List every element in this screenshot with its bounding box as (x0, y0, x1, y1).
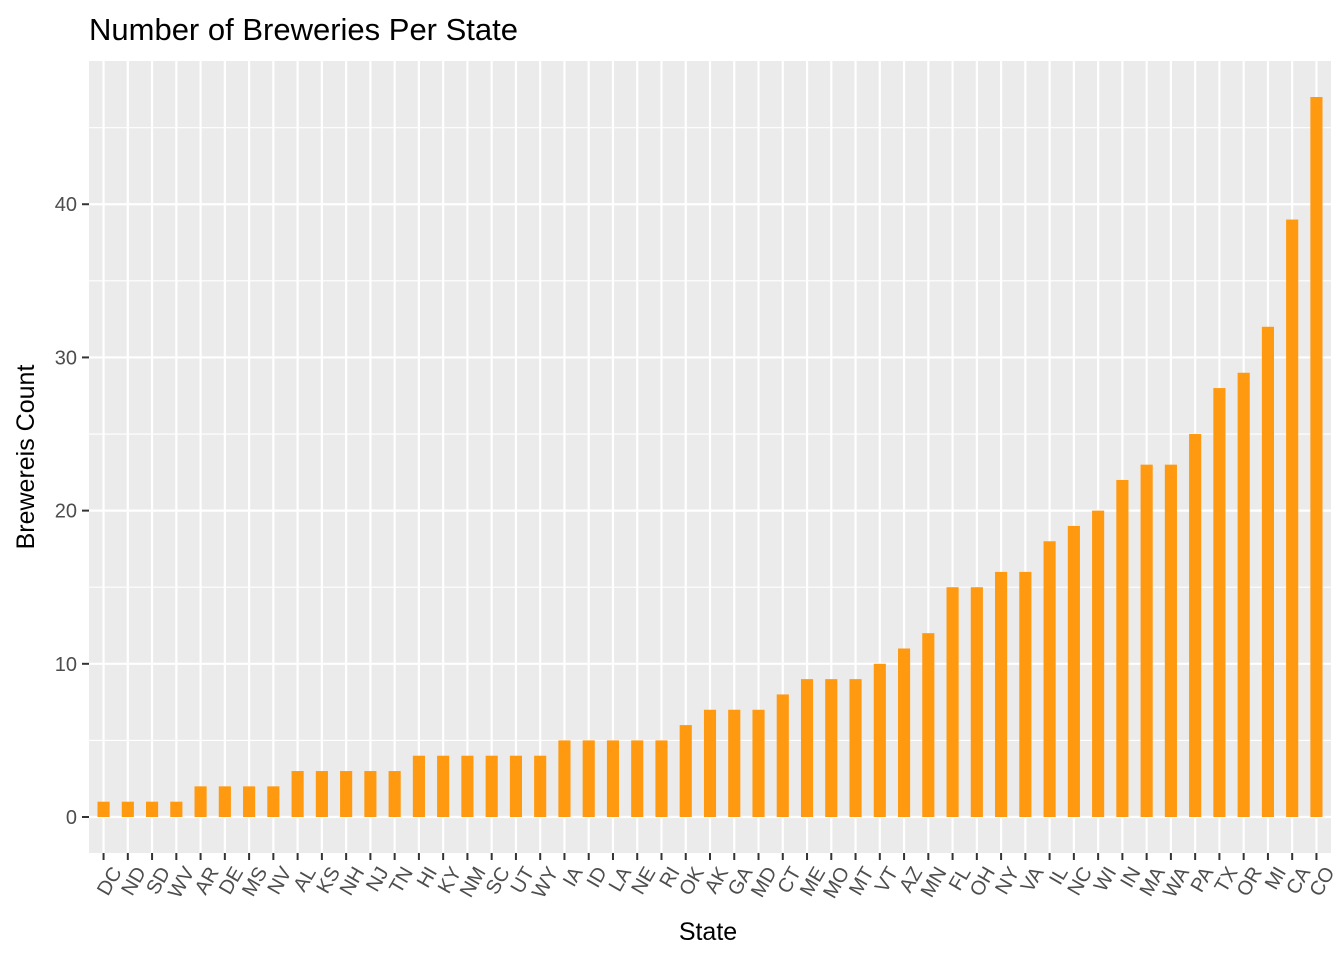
bar-mi (1261, 326, 1274, 817)
bar-id (582, 740, 595, 817)
bar-co (1310, 97, 1323, 817)
bar-ia (558, 740, 571, 817)
x-tick-label-wy: WY (528, 863, 563, 902)
bar-tn (388, 771, 401, 817)
x-axis: DCNDSDWVARDEMSNVALKSNHNJTNHIKYNMSCUTWYIA… (93, 853, 1340, 902)
x-tick-label-id: ID (583, 863, 612, 891)
bar-wv (170, 801, 183, 817)
bar-ms (243, 786, 256, 817)
bar-ny (995, 571, 1008, 817)
bar-nc (1067, 525, 1080, 817)
bar-nj (364, 771, 377, 817)
x-tick-label-va: VA (1017, 863, 1049, 896)
bar-ok (679, 725, 692, 817)
y-tick-label: 20 (55, 501, 77, 523)
bar-ne (631, 740, 644, 817)
bar-ri (655, 740, 668, 817)
bar-ak (703, 709, 717, 817)
y-tick-label: 10 (55, 654, 77, 676)
bars (97, 97, 1323, 817)
bar-ma (1140, 464, 1153, 817)
bar-in (1116, 479, 1129, 817)
bar-nm (461, 755, 474, 817)
bar-ks (315, 771, 328, 817)
bar-al (291, 771, 304, 817)
y-tick-label: 40 (55, 194, 77, 216)
bar-ut (509, 755, 523, 817)
y-tick-label: 30 (55, 347, 77, 369)
bar-ca (1286, 219, 1299, 817)
bar-nh (340, 771, 353, 817)
bar-oh (970, 587, 983, 817)
bar-vt (873, 663, 886, 817)
bar-de (218, 786, 231, 817)
bar-tx (1213, 388, 1226, 817)
bar-dc (97, 801, 110, 817)
bar-wy (534, 755, 547, 817)
chart-title: Number of Breweries Per State (89, 12, 518, 47)
x-tick-label-ia: IA (559, 863, 588, 891)
x-tick-label-co: CO (1305, 863, 1339, 900)
bar-ky (437, 755, 450, 817)
x-axis-title: State (679, 918, 737, 946)
bar-md (752, 709, 765, 817)
bar-or (1237, 372, 1250, 817)
bar-mo (825, 679, 838, 817)
bar-nd (121, 801, 134, 817)
bar-pa (1189, 434, 1202, 817)
bar-mn (922, 633, 935, 817)
bar-az (897, 648, 911, 817)
bar-sc (485, 755, 498, 817)
bar-hi (412, 755, 425, 817)
bar-wa (1164, 464, 1177, 817)
y-axis: 0 10 20 30 40 (55, 194, 89, 829)
bar-sd (146, 801, 159, 817)
bar-fl (946, 587, 959, 817)
bar-ga (728, 709, 741, 817)
bar-va (1019, 571, 1032, 817)
bar-nv (267, 786, 280, 817)
bar-mt (849, 679, 862, 817)
bar-me (800, 679, 814, 817)
bar-la (606, 740, 620, 817)
y-axis-title: Brewereis Count (12, 365, 40, 550)
bar-ct (776, 694, 789, 817)
bar-wi (1092, 510, 1105, 817)
y-tick-label: 0 (66, 807, 77, 829)
bar-il (1043, 541, 1056, 817)
bar-ar (194, 786, 207, 817)
